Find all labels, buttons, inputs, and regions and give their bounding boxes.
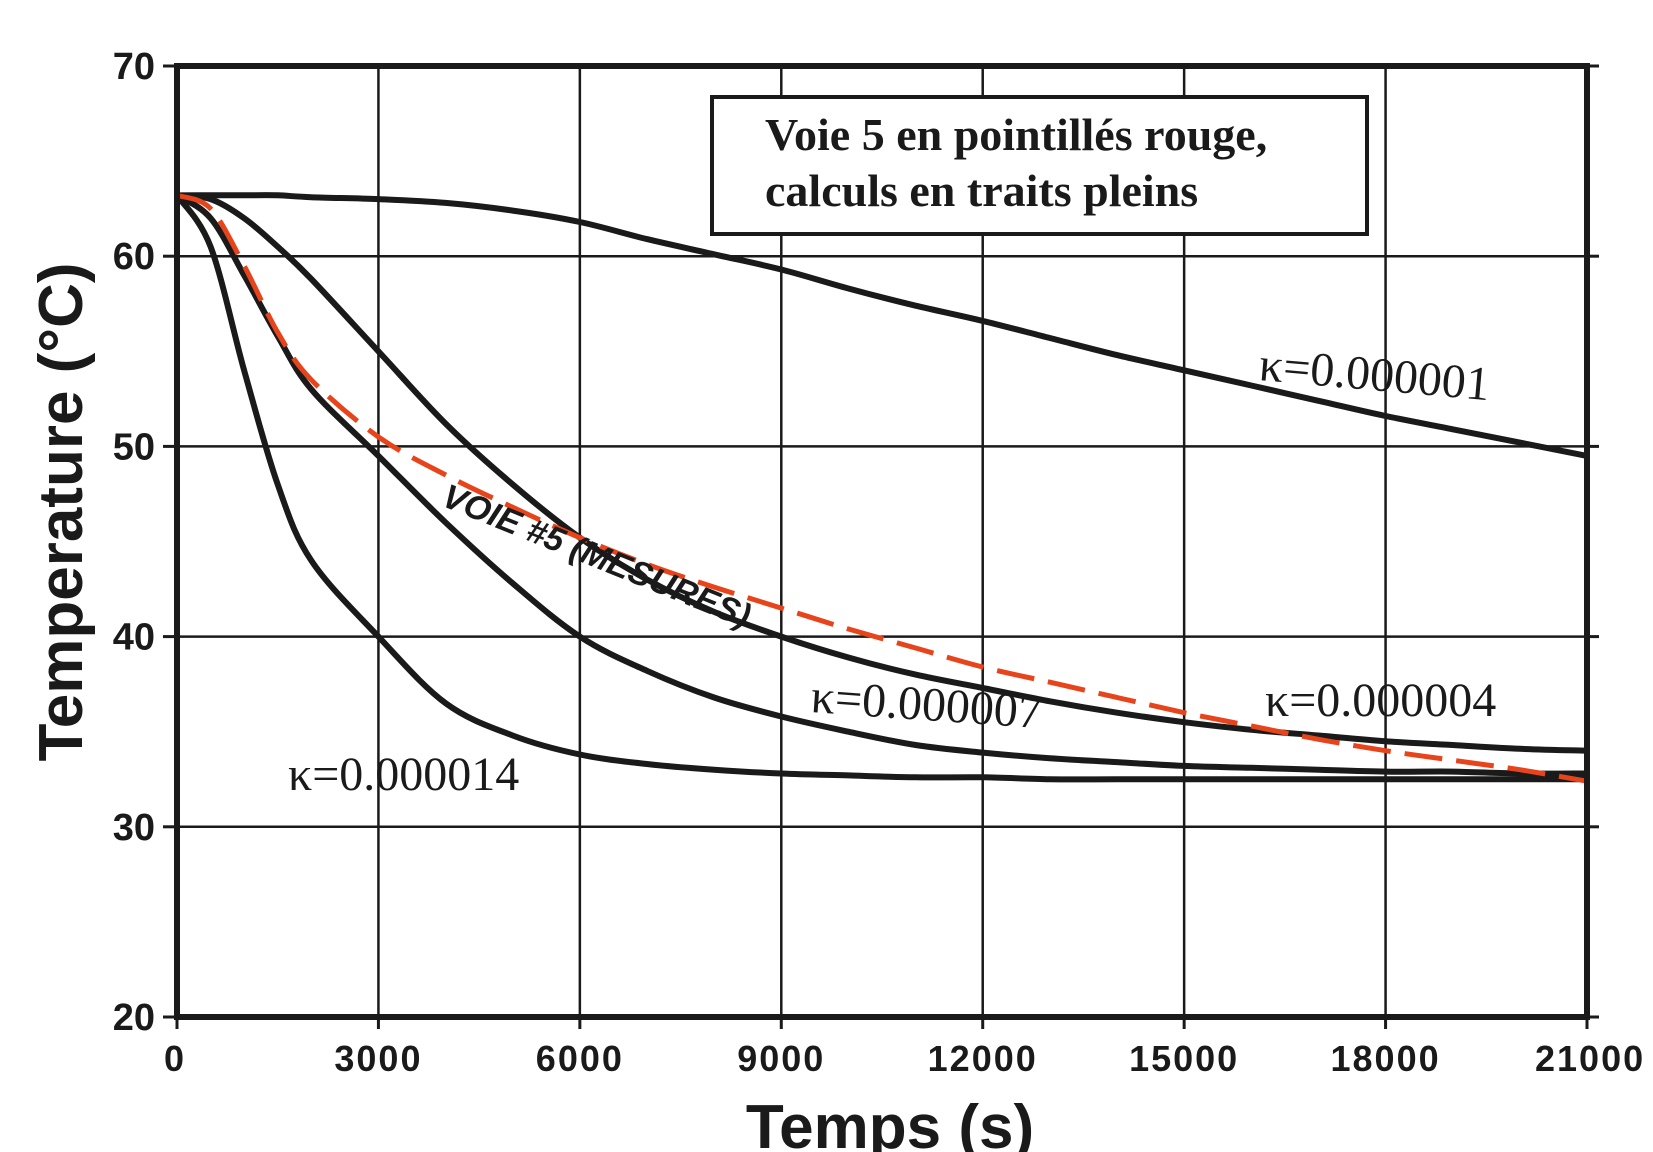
y-tick-label: 40 [113, 617, 155, 659]
y-tick-label: 50 [113, 426, 155, 468]
series-line-calc-3 [174, 193, 1587, 783]
x-tick-label: 12000 [928, 1038, 1038, 1079]
x-tick-label: 9000 [737, 1038, 825, 1079]
x-tick-label: 0 [164, 1038, 186, 1079]
plot-lines [174, 192, 1588, 784]
axis-ticks: 0 3000 6000 9000 12000 15000 18000 21000 20 30 40 5… [113, 46, 1645, 1079]
x-tick-label: 21000 [1535, 1038, 1645, 1079]
x-tick-label: 15000 [1129, 1038, 1239, 1079]
series-label-kappa-0.000004: κ=0.000004 [1265, 674, 1496, 727]
y-tick-label: 60 [113, 236, 155, 278]
x-tick-label: 18000 [1331, 1038, 1441, 1079]
series-line-calc-0 [176, 192, 1588, 459]
x-tick-label: 6000 [536, 1038, 624, 1079]
legend-line-1: Voie 5 en pointillés rouge, [765, 109, 1267, 160]
series-line-voie-5-measured [176, 192, 1588, 784]
legend-box: Voie 5 en pointillés rouge, calculs en t… [710, 95, 1369, 236]
y-tick-label: 70 [113, 46, 155, 88]
x-axis-title: Temps (s) [746, 1093, 1034, 1152]
series-label-kappa-0.000014: κ=0.000014 [288, 748, 519, 801]
plot-frame [174, 63, 1590, 1020]
y-axis-title: Temperature (°C) [27, 262, 96, 761]
series-line-calc-1 [176, 192, 1588, 754]
y-tick-label: 30 [113, 807, 155, 849]
x-tick-label: 3000 [334, 1038, 422, 1079]
y-tick-label: 20 [113, 997, 155, 1039]
legend-line-2: calculs en traits pleins [765, 165, 1198, 216]
legend-frame [710, 95, 1369, 236]
series-line-calc-2 [175, 192, 1588, 777]
